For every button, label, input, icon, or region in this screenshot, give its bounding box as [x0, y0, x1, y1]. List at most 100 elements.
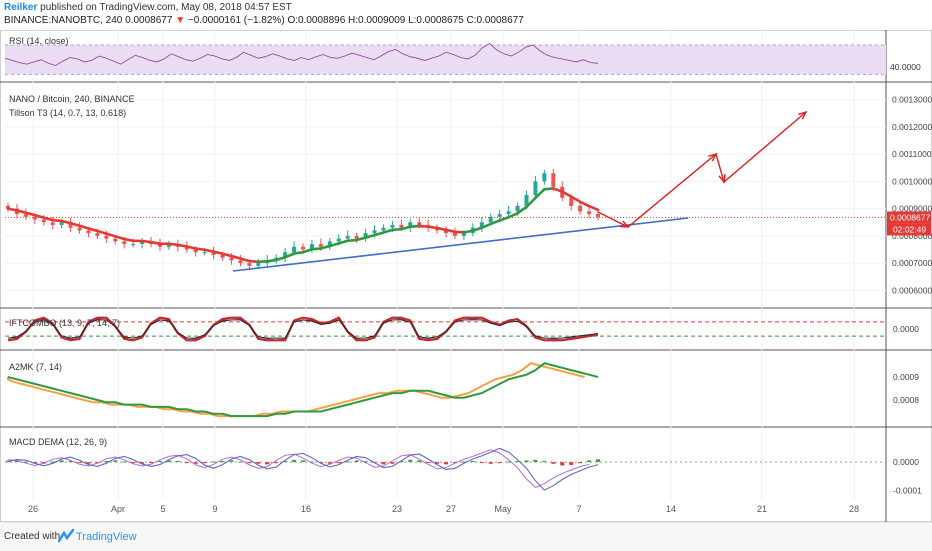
tillson-t3-segment [196, 248, 205, 249]
ohlc-values: O:0.0008896 H:0.0009009 L:0.0008675 C:0.… [287, 15, 523, 26]
macd-hist-bar [247, 462, 251, 463]
tillson-t3-segment [428, 227, 437, 228]
tillson-t3-segment [348, 240, 357, 241]
x-tick-label: Apr [111, 504, 125, 514]
candle-body [256, 263, 260, 266]
candle-body [78, 228, 82, 231]
x-tick-label: 14 [666, 504, 676, 514]
macd-hist-bar [60, 460, 64, 462]
macd-hist-bar [203, 462, 207, 463]
candle-body [596, 214, 600, 217]
published-text: published on TradingView.com, May 08, 20… [40, 2, 292, 13]
tillson-indicator-label: Tillson T3 (14, 0.7, 13, 0.618) [9, 108, 126, 118]
change-value: −0.0000161 (−1.82%) [188, 15, 285, 26]
macd-hist-bar [256, 462, 260, 464]
x-tick-label: 27 [446, 504, 456, 514]
tillson-t3-segment [544, 188, 553, 189]
rsi-band [5, 45, 886, 74]
macd-y-tick: 0.0000 [893, 457, 919, 467]
tillson-t3-segment [294, 252, 303, 253]
candle-body [319, 244, 323, 247]
macd-hist-bar [158, 461, 162, 462]
macd-hist-bar [337, 462, 341, 463]
macd-hist-bar [551, 462, 555, 464]
tillson-t3-segment [500, 217, 509, 220]
candle-body [292, 247, 296, 252]
symbol-label: BINANCE:NANOBTC, 240 [4, 15, 122, 26]
candle-body [229, 258, 233, 261]
candle-body [489, 217, 493, 222]
macd-hist-bar [596, 459, 600, 462]
price-title: NANO / Bitcoin, 240, BINANCE [9, 94, 135, 104]
rsi-y-tick: 40.0000 [890, 62, 921, 72]
tillson-t3-segment [169, 244, 178, 245]
candle-body [86, 230, 90, 233]
forecast-arrow-path [598, 112, 806, 227]
candle-body [104, 236, 108, 239]
tillson-t3-segment [303, 249, 312, 252]
candle-body [346, 236, 350, 239]
x-tick-label: 5 [160, 504, 165, 514]
x-tick-label: 26 [28, 504, 38, 514]
macd-hist-bar [238, 462, 242, 463]
price-y-tick: 0.0011000 [892, 149, 932, 159]
a2mk-title: A2MK (7, 14) [9, 362, 62, 372]
price-y-tick: 0.0013000 [892, 95, 932, 105]
macd-hist-bar [587, 460, 591, 462]
candle-body [247, 263, 251, 266]
tillson-t3-segment [249, 261, 258, 262]
macd-hist-bar [560, 462, 564, 465]
tillson-t3-segment [267, 260, 276, 261]
macd-hist-bar [229, 460, 233, 462]
candle-body [33, 217, 37, 220]
macd-hist-bar [355, 460, 359, 462]
price-y-tick: 0.0006000 [892, 285, 932, 295]
macd-hist-bar [301, 460, 305, 462]
candle-body [131, 244, 135, 245]
macd-hist-bar [489, 462, 493, 464]
x-tick-label: 28 [849, 504, 859, 514]
x-tick-label: 16 [301, 504, 311, 514]
author-name[interactable]: Reilker [4, 2, 37, 13]
ift-y-tick: 0.0000 [893, 324, 919, 334]
macd-hist-bar [381, 462, 385, 464]
tillson-t3-segment [142, 241, 151, 242]
a2mk-line-green [8, 363, 598, 416]
candle-body [95, 233, 99, 236]
candle-body [203, 252, 207, 253]
macd-y-tick: -0.0001 [893, 485, 922, 495]
macd-hist-bar [444, 462, 448, 464]
tradingview-logo-icon [58, 529, 74, 543]
price-y-tick: 0.0012000 [892, 122, 932, 132]
candle-body [587, 211, 591, 214]
a2mk-y-tick: 0.0009 [893, 372, 919, 382]
macd-hist-bar [113, 460, 117, 462]
macd-title: MACD DEMA (12, 26, 9) [9, 437, 107, 447]
candle-body [551, 173, 555, 187]
macd-hist-bar [542, 461, 546, 462]
footer-bar: Created with TradingView [0, 522, 932, 551]
candle-body [122, 241, 126, 244]
candle-body [337, 239, 341, 242]
tillson-t3-segment [410, 226, 419, 227]
candle-body [381, 228, 385, 231]
tillson-t3-segment [151, 242, 160, 244]
candle-body [301, 247, 305, 250]
candle-body [355, 236, 359, 239]
tradingview-brand[interactable]: TradingView [76, 531, 137, 543]
macd-hist-bar [185, 462, 189, 463]
macd-hist-bar [408, 460, 412, 462]
macd-hist-bar [524, 460, 528, 462]
x-tick-label: 9 [212, 504, 217, 514]
candle-body [417, 222, 421, 225]
candle-body [516, 206, 520, 211]
macd-hist-bar [471, 461, 475, 462]
candle-body [51, 222, 55, 225]
candle-body [24, 214, 28, 217]
price-y-tick: 0.0010000 [892, 176, 932, 186]
tillson-t3-segment [124, 239, 133, 241]
last-price: 0.0008677 [125, 15, 172, 26]
candle-body [60, 222, 64, 225]
macd-hist-bar [498, 462, 502, 463]
